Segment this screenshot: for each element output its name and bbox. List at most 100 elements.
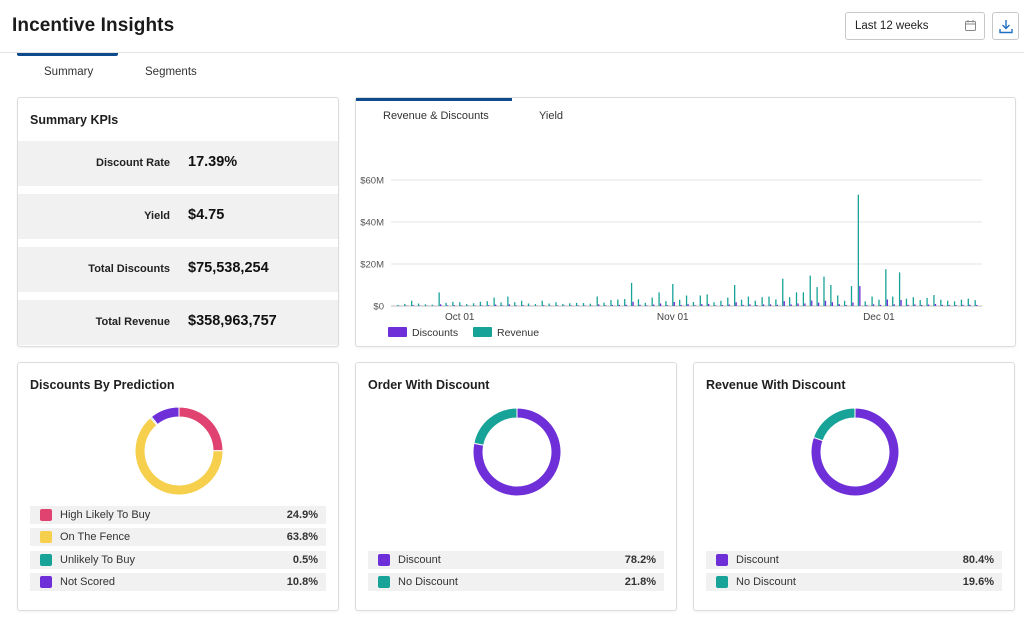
revenue-bar (892, 296, 894, 306)
discounts-bar (914, 304, 916, 306)
discounts-bar (824, 300, 827, 306)
revenue-bar (809, 275, 811, 306)
legend-value: 21.8% (624, 576, 656, 588)
revenue-bar (404, 303, 406, 306)
legend-label: Unlikely To Buy (60, 554, 135, 566)
revenue-bar (637, 299, 640, 306)
y-tick-label: $60M (360, 176, 384, 187)
discounts-bar (783, 301, 785, 306)
discounts-bar (543, 305, 545, 306)
legend-swatch (40, 509, 52, 521)
revenue-bar (438, 292, 440, 306)
revenue-bar (665, 301, 667, 306)
revenue-bar (816, 287, 818, 306)
kpi-label: Total Discounts (88, 263, 170, 275)
tab-yield[interactable]: Yield (539, 110, 564, 122)
revenue-bar (837, 295, 839, 306)
legend-value: 63.8% (286, 531, 318, 543)
revenue-bar (905, 298, 908, 306)
legend-value: 10.8% (286, 576, 318, 588)
legend-item-discounts[interactable]: Discounts (388, 327, 458, 339)
revenue-bar (397, 304, 399, 306)
discounts-bar (845, 305, 847, 306)
revenue-bar (452, 301, 454, 306)
discounts-bar (831, 302, 834, 306)
tab-summary[interactable]: Summary (44, 66, 94, 78)
discounts-bar (969, 304, 971, 306)
donut-slice (812, 407, 856, 442)
discounts-bar (673, 302, 675, 306)
download-icon (999, 20, 1013, 34)
revenue-bar (548, 303, 550, 306)
kpi-row-total-discounts: Total Discounts $75,538,254 (18, 247, 338, 292)
revenue-bar (878, 299, 880, 306)
discounts-bar (604, 305, 607, 306)
revenue-bar (582, 303, 585, 306)
revenue-bar (802, 292, 805, 306)
legend-label: On The Fence (60, 531, 131, 543)
discounts-bar (488, 305, 490, 306)
revenue-bar (960, 299, 963, 306)
revenue-bar (843, 300, 846, 306)
discounts-bar (611, 304, 614, 306)
revenue-discounts-chart: $0 $20M $40M $60M Oct 01 Nov 01 Dec 01 (360, 176, 982, 323)
x-tick-label: Nov 01 (657, 312, 689, 323)
discounts-bar (811, 300, 813, 306)
revenue-bar (727, 297, 729, 306)
donut-slice (473, 407, 518, 446)
discounts-bar (701, 304, 703, 306)
date-range-value: Last 12 weeks (855, 20, 929, 32)
revenue-bar (864, 301, 866, 306)
legend-row-not-scored: Not Scored 10.8% (30, 573, 326, 591)
discounts-by-prediction-card: Discounts By Prediction High Likely To B… (17, 362, 339, 611)
donut-slice (178, 406, 224, 452)
donut-slice (150, 406, 180, 426)
discounts-bar (879, 304, 882, 306)
revenue-bar (459, 302, 461, 306)
revenue-bar (658, 292, 660, 306)
discounts-bar (838, 304, 840, 306)
revenue-bar (967, 298, 969, 306)
discounts-bar (515, 305, 517, 306)
discounts-bar (501, 305, 504, 306)
revenue-bar (940, 299, 942, 306)
kpi-row-discount-rate: Discount Rate 17.39% (18, 141, 338, 186)
discounts-bar (742, 304, 744, 306)
revenue-bar (417, 303, 420, 306)
kpi-value: $358,963,757 (188, 313, 277, 329)
legend-row-discount: Discount 80.4% (706, 551, 1002, 569)
revenue-bar (465, 304, 468, 306)
revenue-bar (630, 282, 633, 306)
download-button[interactable] (992, 12, 1019, 40)
legend-label: Not Scored (60, 576, 116, 588)
legend-row-discount: Discount 78.2% (368, 551, 664, 569)
tab-revenue-discounts[interactable]: Revenue & Discounts (383, 110, 489, 122)
revenue-bar (795, 292, 798, 306)
revenue-bar (898, 272, 901, 306)
discounts-bar (886, 299, 888, 306)
discounts-bar (646, 305, 648, 306)
revenue-bar (947, 300, 949, 306)
card-title: Discounts By Prediction (30, 378, 175, 392)
discounts-bar (948, 305, 950, 306)
revenue-bar (713, 302, 715, 306)
legend-item-revenue[interactable]: Revenue (473, 327, 539, 339)
discounts-bar (481, 305, 483, 306)
x-tick-label: Dec 01 (863, 312, 895, 323)
discounts-bar (474, 305, 476, 306)
discounts-bar (412, 305, 414, 306)
page-title: Incentive Insights (12, 15, 175, 36)
revenue-bar (541, 300, 543, 306)
revenue-bar (617, 299, 619, 306)
date-range-picker[interactable]: Last 12 weeks (845, 12, 985, 40)
tab-segments[interactable]: Segments (145, 66, 197, 78)
legend-label: High Likely To Buy (60, 509, 151, 521)
discounts-bar (666, 305, 669, 306)
kpi-value: 17.39% (188, 154, 238, 170)
discounts-bar (735, 302, 737, 306)
legend-swatch (716, 576, 728, 588)
discounts-bar (776, 304, 779, 306)
kpi-row-yield: Yield $4.75 (18, 194, 338, 239)
discounts-bar (797, 303, 799, 306)
legend-swatch (40, 554, 52, 566)
